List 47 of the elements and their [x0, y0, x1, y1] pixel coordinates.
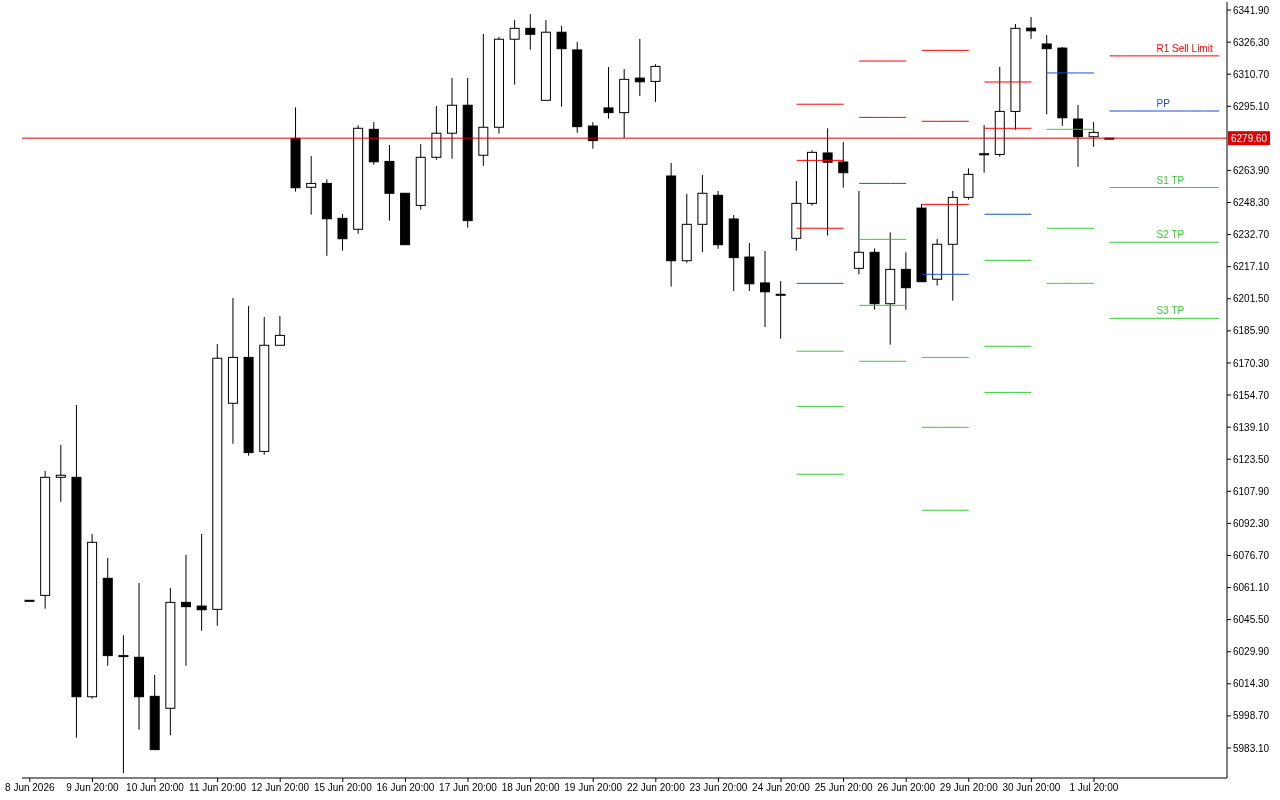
y-tick-label: 6045.50	[1233, 614, 1270, 626]
y-tick-label: 6014.30	[1233, 678, 1270, 690]
ref-line-label: 6279.60	[1231, 132, 1268, 144]
x-tick-label: 26 Jun 20:00	[877, 782, 936, 794]
x-tick-label: 10 Jun 20:00	[126, 782, 185, 794]
x-tick-label: 18 Jun 20:00	[501, 782, 560, 794]
y-tick-label: 6092.30	[1233, 517, 1270, 529]
x-tick-label: 11 Jun 20:00	[189, 782, 247, 794]
y-tick-label: 6061.10	[1233, 582, 1270, 594]
x-tick-label: 9 Jun 20:00	[66, 782, 119, 794]
x-tick-label: 24 Jun 20:00	[752, 782, 811, 794]
y-tick-label: 6326.30	[1233, 36, 1270, 48]
y-tick-label: 6341.90	[1233, 4, 1270, 16]
x-tick-label: 12 Jun 20:00	[251, 782, 310, 794]
x-tick-label: 29 Jun 20:00	[939, 782, 999, 794]
y-tick-label: 5983.10	[1233, 742, 1270, 754]
y-tick-label: 6123.50	[1233, 453, 1270, 465]
y-tick-label: 6185.90	[1233, 325, 1270, 337]
y-tick-label: 6076.70	[1233, 550, 1270, 562]
y-tick-label: 6029.90	[1233, 646, 1270, 658]
x-tick-label: 25 Jun 20:00	[814, 782, 873, 794]
x-tick-label: 23 Jun 20:00	[689, 782, 748, 794]
x-tick-label: 30 Jun 20:00	[1002, 782, 1061, 794]
series-label: PP	[1156, 98, 1171, 110]
y-tick-label: 6170.30	[1233, 357, 1270, 369]
x-tick-label: 8 Jun 2026	[5, 782, 55, 794]
series-label: S3 TP	[1156, 305, 1185, 317]
y-tick-label: 6107.90	[1233, 485, 1270, 497]
x-tick-label: 16 Jun 20:00	[376, 782, 435, 794]
x-tick-label: 17 Jun 20:00	[439, 782, 498, 794]
x-tick-label: 22 Jun 20:00	[626, 782, 686, 794]
y-tick-label: 5998.70	[1233, 710, 1270, 722]
y-tick-label: 6232.70	[1233, 229, 1270, 241]
y-tick-label: 6263.90	[1233, 165, 1270, 176]
x-tick-label: 15 Jun 20:00	[313, 782, 373, 794]
y-tick-label: 6217.10	[1233, 261, 1270, 273]
series-label: R1 Sell Limit	[1156, 42, 1213, 54]
y-tick-label: 6295.10	[1233, 100, 1270, 112]
y-tick-label: 6248.30	[1233, 197, 1270, 209]
x-tick-label: 19 Jun 20:00	[564, 782, 623, 794]
y-tick-label: 6154.70	[1233, 389, 1270, 401]
y-tick-label: 6139.10	[1233, 421, 1270, 433]
series-label: S2 TP	[1156, 229, 1185, 241]
y-tick-label: 6310.70	[1233, 68, 1270, 80]
y-tick-label: 6201.50	[1233, 293, 1270, 305]
series-label: S1 TP	[1156, 174, 1185, 186]
x-tick-label: 1 Jul 20:00	[1069, 782, 1119, 794]
